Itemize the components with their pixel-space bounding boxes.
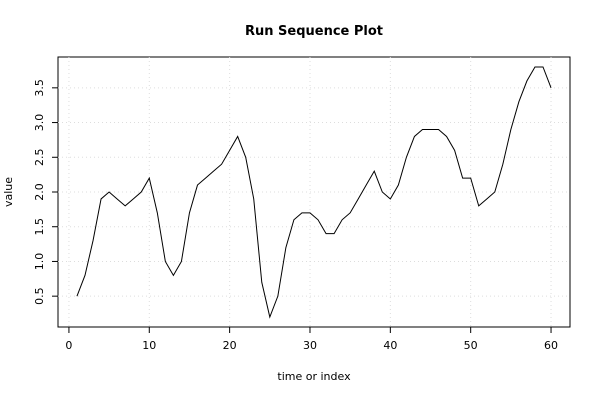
x-tick-label: 30	[303, 339, 317, 352]
x-tick-label: 10	[142, 339, 156, 352]
x-tick-label: 0	[65, 339, 72, 352]
y-tick-label: 2.5	[33, 149, 46, 167]
y-tick-label: 0.5	[33, 287, 46, 305]
x-axis-label: time or index	[277, 370, 351, 383]
x-tick-label: 20	[223, 339, 237, 352]
y-tick-label: 3.0	[33, 114, 46, 132]
x-tick-label: 60	[544, 339, 558, 352]
x-tick-label: 50	[464, 339, 478, 352]
y-tick-label: 1.0	[33, 253, 46, 271]
y-axis-label: value	[2, 177, 15, 207]
series-line	[76, 66, 552, 319]
y-tick-label: 2.0	[33, 183, 46, 201]
y-tick-label: 3.5	[33, 79, 46, 97]
y-tick-label: 1.5	[33, 218, 46, 236]
x-tick-label: 40	[383, 339, 397, 352]
chart-title: Run Sequence Plot	[245, 24, 383, 39]
